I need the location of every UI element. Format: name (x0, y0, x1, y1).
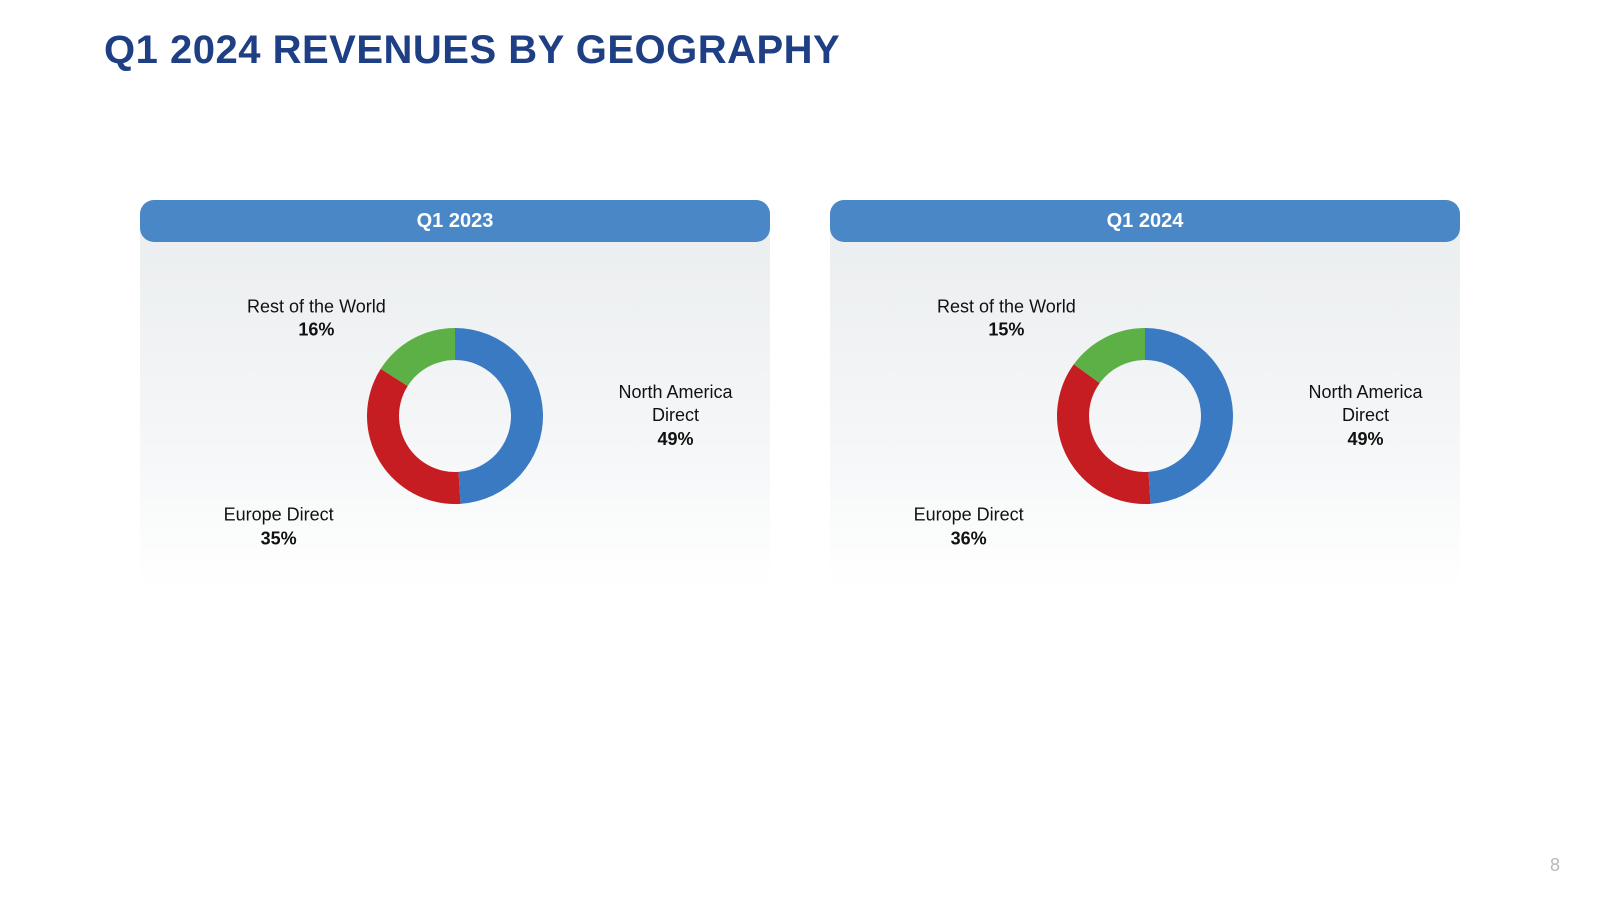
segment-label-percent: 15% (937, 319, 1076, 342)
panel-q1-2023: Q1 2023 North America Direct49% Europe Di… (140, 200, 770, 590)
page-number: 8 (1550, 855, 1560, 876)
segment-label-eu: Europe Direct36% (914, 504, 1024, 551)
donut-segment-eu (367, 369, 461, 504)
chart-area-q1-2023: North America Direct49% Europe Direct35% R… (140, 242, 770, 590)
segment-label-name: Rest of the World (937, 295, 1076, 318)
segment-label-name: North America Direct (618, 381, 732, 428)
segment-label-name: Rest of the World (247, 295, 386, 318)
chart-area-q1-2024: North America Direct49% Europe Direct36% R… (830, 242, 1460, 590)
segment-label-percent: 49% (618, 428, 732, 451)
segment-label-eu: Europe Direct35% (224, 504, 334, 551)
segment-label-row: Rest of the World15% (937, 295, 1076, 342)
donut-segment-eu (1057, 364, 1151, 504)
segment-label-na: North America Direct49% (618, 381, 732, 451)
panel-header-q1-2024: Q1 2024 (830, 200, 1460, 242)
segment-label-row: Rest of the World16% (247, 295, 386, 342)
page-title: Q1 2024 REVENUES BY GEOGRAPHY (104, 28, 840, 73)
segment-label-name: Europe Direct (224, 504, 334, 527)
segment-label-na: North America Direct49% (1308, 381, 1422, 451)
segment-label-name: Europe Direct (914, 504, 1024, 527)
donut-chart (367, 328, 543, 504)
segment-label-percent: 49% (1308, 428, 1422, 451)
segment-label-percent: 36% (914, 527, 1024, 550)
segment-label-percent: 35% (224, 527, 334, 550)
segment-label-name: North America Direct (1308, 381, 1422, 428)
donut-segment-na (1145, 328, 1233, 504)
donut-segment-na (455, 328, 543, 504)
segment-label-percent: 16% (247, 319, 386, 342)
donut-chart (1057, 328, 1233, 504)
panel-header-q1-2023: Q1 2023 (140, 200, 770, 242)
panel-q1-2024: Q1 2024 North America Direct49% Europe Di… (830, 200, 1460, 590)
panels-row: Q1 2023 North America Direct49%Europe Di… (140, 200, 1460, 590)
slide: Q1 2024 REVENUES BY GEOGRAPHY Q1 2023 No… (0, 0, 1600, 900)
